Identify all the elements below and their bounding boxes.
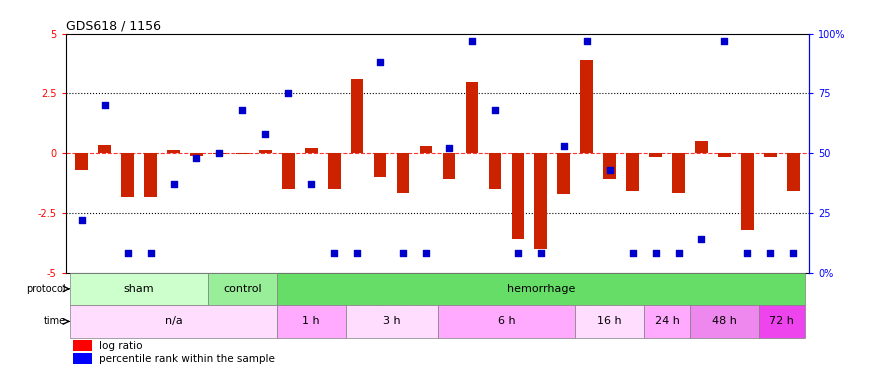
Point <box>166 181 180 187</box>
Point <box>213 150 227 156</box>
Bar <box>644 305 690 338</box>
Bar <box>759 305 805 338</box>
Text: 16 h: 16 h <box>598 316 622 326</box>
Bar <box>575 305 644 338</box>
Point <box>740 251 754 257</box>
Text: 48 h: 48 h <box>712 316 737 326</box>
Point <box>580 38 594 44</box>
Bar <box>787 153 800 191</box>
Bar <box>144 153 157 197</box>
Bar <box>649 153 662 157</box>
Point <box>350 251 364 257</box>
Bar <box>466 81 479 153</box>
Text: sham: sham <box>123 284 154 294</box>
Text: 72 h: 72 h <box>769 316 794 326</box>
Bar <box>672 153 685 193</box>
Bar <box>167 150 180 153</box>
Bar <box>690 305 759 338</box>
Point <box>626 251 640 257</box>
Point <box>144 251 158 257</box>
Bar <box>535 153 547 249</box>
Point <box>695 236 709 242</box>
Bar <box>208 273 276 305</box>
Bar <box>214 153 226 154</box>
Point <box>258 131 272 137</box>
Point <box>511 251 525 257</box>
Point <box>396 251 410 257</box>
Point <box>603 167 617 173</box>
Bar <box>604 153 616 179</box>
Bar <box>70 273 208 305</box>
Point <box>190 155 204 161</box>
Text: control: control <box>223 284 262 294</box>
Text: 24 h: 24 h <box>654 316 680 326</box>
Text: time: time <box>44 316 66 326</box>
Text: n/a: n/a <box>164 316 182 326</box>
Bar <box>443 153 455 179</box>
Bar <box>346 305 438 338</box>
Point <box>648 251 662 257</box>
Bar <box>488 153 501 189</box>
Point <box>671 251 685 257</box>
Bar <box>374 153 387 177</box>
Bar <box>75 153 88 170</box>
Bar <box>438 305 575 338</box>
Text: log ratio: log ratio <box>99 340 143 351</box>
Point <box>235 107 249 113</box>
Bar <box>282 153 295 189</box>
Point <box>488 107 502 113</box>
Point <box>534 251 548 257</box>
Point <box>718 38 732 44</box>
Bar <box>420 146 432 153</box>
Bar <box>304 148 318 153</box>
Point <box>281 90 295 96</box>
Point <box>442 146 456 152</box>
Point <box>787 251 801 257</box>
Text: 6 h: 6 h <box>498 316 515 326</box>
Bar <box>512 153 524 239</box>
Point <box>373 59 387 65</box>
Point <box>304 181 318 187</box>
Point <box>98 102 112 108</box>
Bar <box>276 305 346 338</box>
Bar <box>695 141 708 153</box>
Bar <box>718 153 731 157</box>
Point <box>74 217 88 223</box>
Text: percentile rank within the sample: percentile rank within the sample <box>99 354 275 363</box>
Bar <box>122 153 134 197</box>
Bar <box>626 153 639 191</box>
Point <box>556 143 570 149</box>
Bar <box>259 150 271 153</box>
Point <box>419 251 433 257</box>
Text: protocol: protocol <box>26 284 66 294</box>
Bar <box>557 153 570 194</box>
Bar <box>190 153 203 156</box>
Point <box>763 251 777 257</box>
Text: 3 h: 3 h <box>382 316 401 326</box>
Point <box>327 251 341 257</box>
Text: GDS618 / 1156: GDS618 / 1156 <box>66 20 161 33</box>
Bar <box>74 340 92 351</box>
Bar <box>351 79 363 153</box>
Text: 1 h: 1 h <box>303 316 320 326</box>
Bar <box>276 273 805 305</box>
Bar <box>328 153 340 189</box>
Point <box>121 251 135 257</box>
Point <box>465 38 479 44</box>
Bar <box>396 153 410 193</box>
Bar <box>70 305 276 338</box>
Bar <box>741 153 753 230</box>
Bar <box>236 153 248 154</box>
Bar <box>74 353 92 364</box>
Bar <box>764 153 777 157</box>
Bar <box>98 145 111 153</box>
Bar <box>580 60 593 153</box>
Text: hemorrhage: hemorrhage <box>507 284 575 294</box>
